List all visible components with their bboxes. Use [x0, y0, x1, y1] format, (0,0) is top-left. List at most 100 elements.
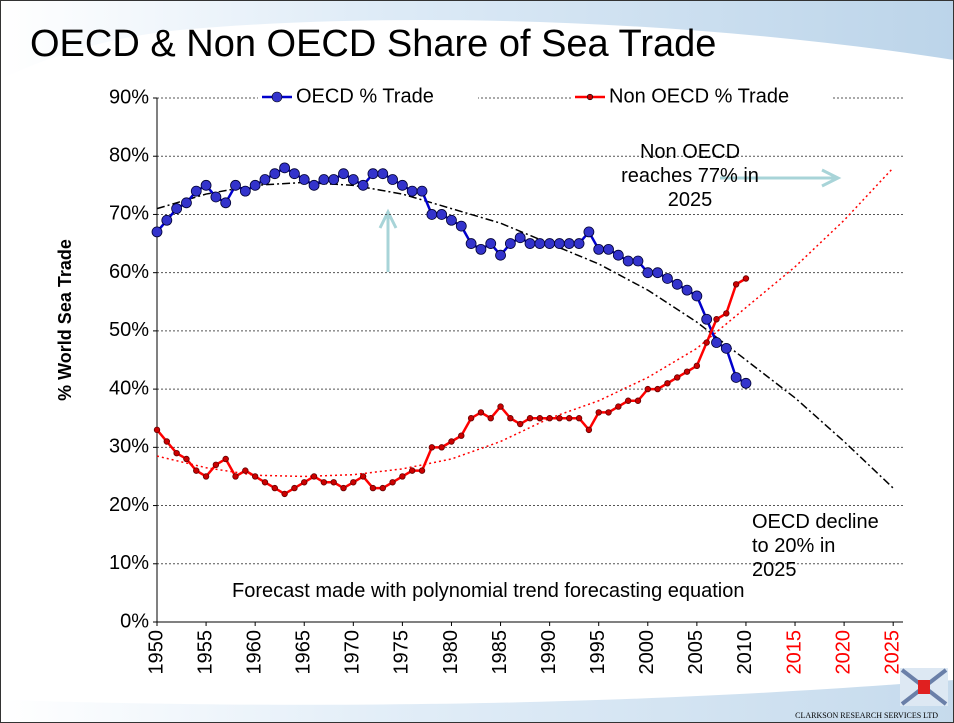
data-point	[357, 179, 369, 191]
data-point	[291, 484, 298, 492]
trendline	[156, 181, 894, 489]
data-point	[320, 479, 328, 486]
data-point	[310, 473, 318, 480]
footer-swoosh	[0, 680, 954, 723]
data-point	[259, 174, 271, 185]
data-point	[271, 484, 278, 492]
y-tick-label: 30%	[109, 436, 149, 458]
x-tick-label: 2005	[685, 630, 707, 675]
data-point	[350, 479, 357, 486]
y-axis-label: % World Sea Trade	[55, 239, 75, 401]
x-tick-label: 1955	[194, 630, 216, 675]
data-point	[448, 438, 455, 445]
y-tick-label: 50%	[109, 319, 149, 341]
logo	[900, 668, 948, 706]
data-point	[458, 432, 465, 439]
data-point	[507, 415, 514, 422]
data-point	[289, 168, 300, 180]
y-tick-label: 60%	[109, 261, 149, 283]
data-point	[681, 284, 693, 296]
data-point	[566, 415, 573, 422]
data-point	[742, 275, 750, 282]
data-point	[691, 290, 703, 302]
data-point	[369, 484, 377, 492]
data-point	[475, 243, 487, 255]
data-point	[279, 162, 291, 174]
data-point	[359, 473, 367, 480]
data-point	[632, 255, 644, 267]
data-point	[603, 243, 614, 255]
data-point	[396, 179, 408, 191]
header-swoosh	[0, 0, 954, 80]
data-point	[477, 409, 485, 416]
legend-marker	[271, 91, 283, 103]
y-tick-label: 70%	[109, 203, 149, 225]
data-point	[210, 191, 222, 203]
arrow-head	[821, 168, 842, 188]
data-point	[516, 420, 524, 428]
data-point	[556, 415, 563, 422]
x-tick-label: 1965	[293, 630, 315, 675]
data-point	[563, 238, 575, 249]
y-tick-label: 0%	[120, 610, 149, 632]
data-point	[222, 455, 229, 463]
legend-bg	[258, 85, 478, 109]
data-point	[683, 368, 691, 375]
data-point	[249, 179, 261, 191]
data-point	[583, 226, 595, 238]
data-point	[740, 377, 752, 389]
data-point	[428, 444, 436, 451]
data-point	[595, 409, 602, 416]
data-point	[544, 238, 556, 249]
data-point	[612, 249, 624, 261]
data-point	[151, 226, 163, 238]
data-point	[671, 278, 683, 290]
data-point	[347, 174, 359, 185]
x-tick-label: 1960	[243, 630, 265, 675]
y-tick-label: 40%	[109, 377, 149, 399]
data-point	[308, 179, 320, 191]
data-point	[438, 444, 445, 451]
y-tick-label: 10%	[109, 552, 149, 574]
data-point	[497, 403, 504, 410]
data-point	[409, 467, 416, 474]
legend-bg	[571, 85, 831, 109]
data-point	[183, 455, 190, 463]
data-point	[193, 467, 200, 474]
data-point	[200, 179, 212, 191]
data-point	[674, 374, 681, 381]
data-point	[546, 415, 553, 422]
data-point	[524, 238, 536, 249]
data-point	[720, 342, 732, 354]
data-point	[730, 372, 742, 383]
data-point	[153, 426, 161, 434]
data-point	[504, 238, 516, 249]
data-point	[703, 339, 710, 346]
data-point	[242, 467, 249, 474]
data-point	[711, 337, 722, 348]
data-point	[232, 473, 239, 480]
data-point	[624, 397, 632, 404]
y-tick-label: 80%	[109, 145, 149, 167]
data-point	[301, 479, 308, 486]
data-point	[389, 479, 396, 486]
data-point	[485, 238, 497, 249]
data-point	[190, 185, 202, 197]
data-point	[251, 473, 259, 480]
data-point	[202, 473, 210, 480]
data-point	[654, 385, 661, 393]
legend-label: Non OECD % Trade	[609, 85, 789, 107]
data-point	[328, 174, 340, 185]
data-point	[161, 214, 173, 226]
data-point	[406, 185, 418, 197]
data-point	[701, 313, 713, 325]
data-point	[593, 243, 605, 255]
x-tick-label: 2015	[783, 630, 805, 675]
data-point	[220, 197, 232, 209]
data-point	[418, 467, 426, 474]
data-point	[644, 385, 651, 393]
data-point	[173, 449, 180, 457]
data-point	[713, 316, 720, 323]
data-point	[622, 255, 634, 267]
data-point	[163, 438, 171, 445]
